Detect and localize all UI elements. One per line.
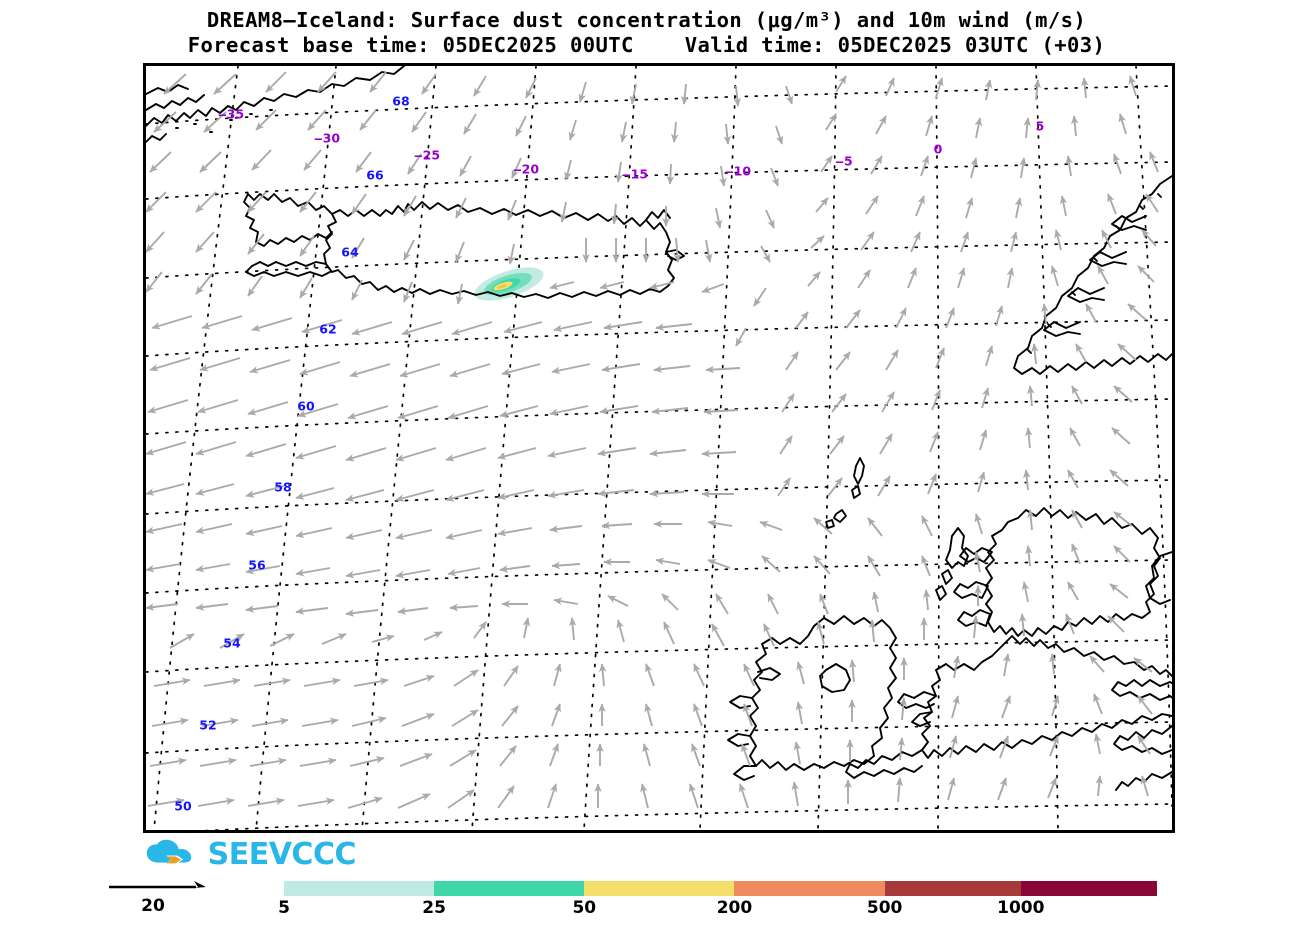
logo-text: SEEVCCC: [207, 836, 357, 872]
longitude-label: ‒10: [724, 163, 752, 179]
cloud-icon: [146, 839, 192, 864]
longitude-label: 5: [1035, 118, 1045, 134]
colorbar-tick-labels: 5 25 50 200 500 1000: [278, 896, 1157, 922]
latitude-label: 56: [248, 557, 266, 573]
colorbar-band: [734, 881, 885, 896]
longitude-label: ‒15: [621, 166, 649, 182]
latitude-label: 68: [392, 93, 410, 109]
latitude-label: 50: [174, 798, 192, 814]
colorbar-tick-label: 50: [572, 898, 597, 918]
latitude-label: 58: [274, 479, 292, 495]
colorbar-band: [284, 881, 435, 896]
wind-scale-value: 20: [141, 896, 165, 916]
forecast-time-subtitle: Forecast base time: 05DEC2025 00UTC Vali…: [187, 33, 1106, 57]
colorbar-tick-label: 25: [422, 898, 446, 918]
latitude-label: 62: [319, 321, 337, 337]
colorbar-band: [1020, 881, 1157, 896]
longitude-label: ‒30: [313, 130, 341, 146]
latitude-label: 64: [341, 244, 359, 260]
seevccc-logo[interactable]: SEEVCCC: [146, 834, 357, 874]
latitude-label: 60: [297, 398, 315, 414]
wind-scale-arrow-icon: [109, 881, 206, 889]
longitude-label: 0: [933, 141, 943, 157]
longitude-label: ‒25: [413, 147, 441, 163]
colorbar-tick-label: 200: [716, 898, 753, 918]
colorbar-band: [434, 881, 585, 896]
dust-concentration-colorbar[interactable]: [284, 881, 1157, 896]
arrow-icon: [166, 856, 182, 864]
latitude-label: 52: [199, 717, 217, 733]
map-panel[interactable]: 68 66 64 62 60 58 56 54 52 50 ‒35 ‒30 ‒25 ‒20 ‒15 ‒10 ‒…: [143, 63, 1175, 833]
colorbar-band: [584, 881, 735, 896]
colorbar-band: [884, 881, 1021, 896]
page-title: DREAM8—Iceland: Surface dust concentrati…: [206, 8, 1087, 32]
map-canvas: [146, 66, 1172, 830]
colorbar-tick-label: 5: [278, 898, 290, 918]
longitude-label: ‒35: [217, 106, 245, 122]
graticule: [146, 66, 1172, 830]
longitude-label: ‒20: [512, 161, 540, 177]
wind-scale-legend: 20: [108, 880, 228, 920]
latitude-label: 54: [223, 635, 241, 651]
latitude-label: 66: [366, 167, 384, 183]
colorbar-tick-label: 500: [866, 898, 903, 918]
longitude-label: ‒5: [835, 153, 853, 169]
colorbar-tick-label: 1000: [997, 898, 1045, 918]
wind-vector-field: [146, 71, 1159, 809]
chart-title-block: DREAM8—Iceland: Surface dust concentrati…: [0, 8, 1293, 58]
